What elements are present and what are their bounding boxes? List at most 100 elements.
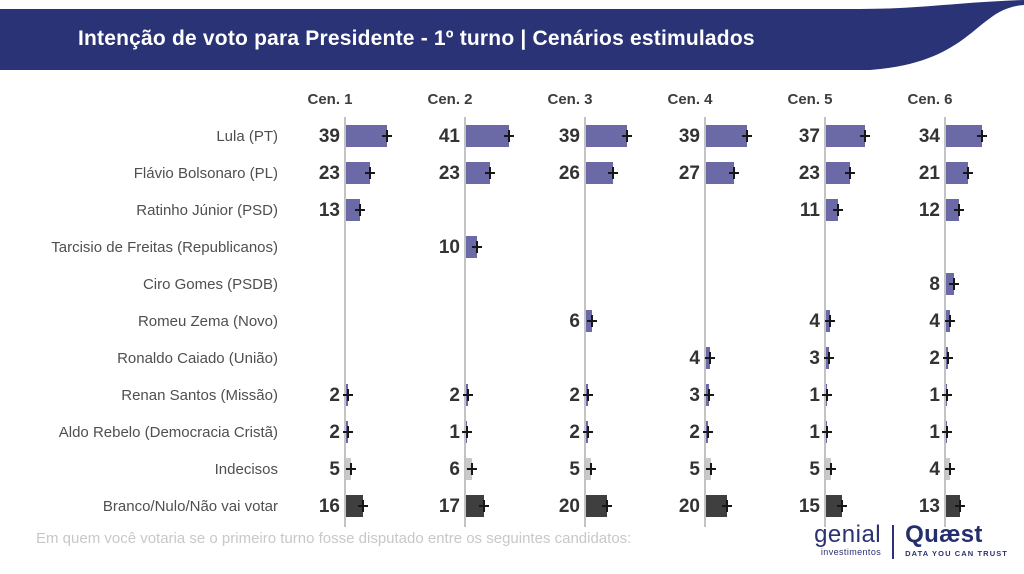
- error-whisker-cap: [745, 130, 748, 142]
- bar-value: 3: [809, 348, 820, 369]
- error-whisker-cap: [466, 426, 469, 438]
- genial-logo: genial investimentos: [814, 523, 881, 557]
- bar-value: 20: [678, 496, 700, 517]
- scenario-header: Cen. 6: [907, 91, 953, 108]
- bar-value: 39: [678, 126, 700, 147]
- row-label: Ratinho Júnior (PSD): [136, 202, 278, 219]
- page-title: Intenção de voto para Presidente - 1º tu…: [78, 27, 755, 50]
- bar-value: 1: [929, 422, 940, 443]
- bar-value: 2: [329, 422, 340, 443]
- axis-line: [464, 117, 466, 527]
- error-whisker-cap: [467, 389, 470, 401]
- bar: [826, 125, 865, 147]
- bar-value: 1: [809, 385, 820, 406]
- axis-line: [584, 117, 586, 527]
- bar-value: 4: [929, 311, 940, 332]
- quaest-logo-text: Quæst: [905, 521, 983, 548]
- bar-value: 4: [929, 459, 940, 480]
- bar-value: 11: [799, 200, 820, 221]
- error-whisker-cap: [625, 130, 628, 142]
- error-whisker-cap: [347, 389, 350, 401]
- axis-line: [944, 117, 946, 527]
- axis-line: [344, 117, 346, 527]
- quaest-logo: Quæst DATA YOU CAN TRUST: [905, 523, 1008, 558]
- bar: [946, 495, 960, 517]
- bar-value: 5: [569, 459, 580, 480]
- row-label: Indecisos: [214, 461, 278, 478]
- bar: [706, 162, 735, 184]
- error-whisker-cap: [967, 167, 970, 179]
- bar-value: 16: [318, 496, 340, 517]
- bar-value: 3: [689, 385, 700, 406]
- header-band: Intenção de voto para Presidente - 1º tu…: [0, 0, 1024, 80]
- bar-value: 15: [798, 496, 820, 517]
- scenario-header: Cen. 5: [787, 91, 833, 108]
- bar-value: 1: [809, 422, 820, 443]
- bar: [346, 162, 371, 184]
- error-whisker-cap: [949, 463, 952, 475]
- error-whisker-cap: [726, 500, 728, 512]
- error-whisker-cap: [946, 389, 949, 401]
- row-label: Flávio Bolsonaro (PL): [133, 165, 278, 182]
- bar-value: 13: [318, 200, 340, 221]
- bar: [946, 162, 969, 184]
- bar-value: 2: [329, 385, 340, 406]
- bar: [826, 495, 842, 517]
- row-label: Lula (PT): [216, 128, 278, 145]
- bar: [346, 199, 360, 221]
- bar-value: 20: [558, 496, 580, 517]
- scenario-header: Cen. 4: [667, 91, 713, 108]
- bar-value: 2: [929, 348, 940, 369]
- row-label: Ronaldo Caiado (União): [117, 350, 278, 367]
- error-whisker-cap: [953, 278, 956, 290]
- error-whisker-cap: [475, 241, 478, 253]
- chart: Cen. 1 Cen. 2 Cen. 3 Cen. 4 Cen. 5 Cen. 6 Lula…: [0, 90, 1024, 540]
- bar-value: 39: [318, 126, 340, 147]
- logos: genial investimentos Quæst DATA YOU CAN …: [814, 523, 1008, 559]
- bar: [466, 162, 491, 184]
- bar-value: 6: [449, 459, 460, 480]
- error-whisker-cap: [946, 426, 949, 438]
- bar-value: 1: [449, 422, 460, 443]
- scenario-header: Cen. 3: [547, 91, 593, 108]
- bar-value: 34: [918, 126, 940, 147]
- error-whisker-cap: [707, 426, 710, 438]
- error-whisker-cap: [350, 463, 353, 475]
- bar-value: 2: [449, 385, 460, 406]
- error-whisker-cap: [471, 463, 474, 475]
- bar-value: 5: [809, 459, 820, 480]
- bar: [946, 199, 959, 221]
- bar: [946, 125, 982, 147]
- bar-value: 4: [809, 311, 820, 332]
- bar-value: 10: [438, 237, 460, 258]
- bar-value: 4: [689, 348, 700, 369]
- error-whisker-cap: [828, 352, 831, 364]
- error-whisker-cap: [358, 204, 361, 216]
- error-whisker-cap: [347, 426, 350, 438]
- bar-value: 17: [438, 496, 460, 517]
- bar: [586, 125, 627, 147]
- row-label: Renan Santos (Missão): [121, 387, 278, 404]
- bar: [466, 236, 477, 258]
- error-whisker-cap: [826, 389, 829, 401]
- row-label: Branco/Nulo/Não vai votar: [102, 498, 278, 515]
- bar-value: 23: [318, 163, 340, 184]
- row-label: Romeu Zema (Novo): [137, 313, 278, 330]
- row-label: Ciro Gomes (PSDB): [142, 276, 278, 293]
- header-swoosh-shape: [0, 0, 1024, 70]
- bar: [706, 495, 727, 517]
- bar-value: 1: [929, 385, 940, 406]
- scenario-header: Cen. 1: [307, 91, 353, 108]
- error-whisker-cap: [369, 167, 372, 179]
- axis-line: [704, 117, 706, 527]
- bar: [346, 125, 387, 147]
- genial-logo-text: genial: [814, 521, 882, 548]
- bar-value: 13: [918, 496, 940, 517]
- error-whisker-cap: [830, 463, 833, 475]
- bar-value: 6: [569, 311, 580, 332]
- bar: [586, 162, 614, 184]
- error-whisker-cap: [980, 130, 983, 142]
- bar-value: 2: [569, 422, 580, 443]
- error-whisker-cap: [949, 315, 952, 327]
- bar: [826, 162, 851, 184]
